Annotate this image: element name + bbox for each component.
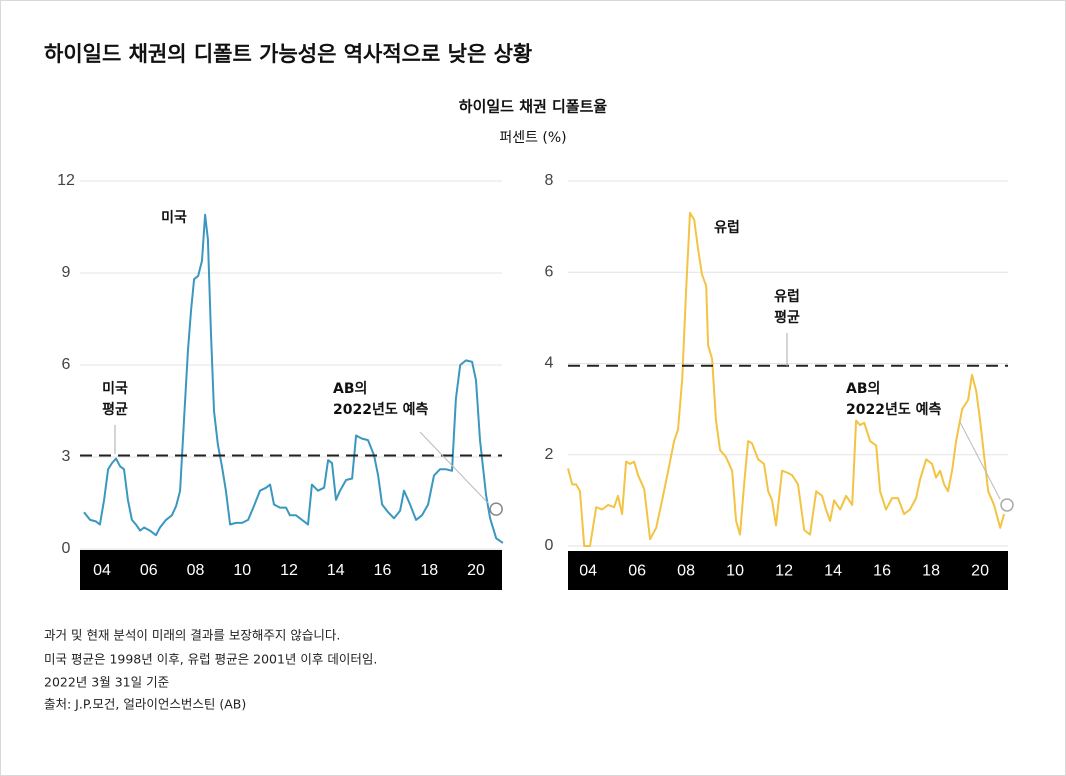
forecast-label: AB의 <box>333 380 367 397</box>
average-label: 유럽 <box>774 289 800 305</box>
forecast-point <box>489 502 503 516</box>
x-tick-label: 06 <box>628 563 646 580</box>
x-tick-label: 10 <box>233 562 251 579</box>
x-tick-label: 18 <box>922 563 940 580</box>
x-tick-label: 14 <box>327 562 345 579</box>
y-tick-label: 8 <box>545 172 554 189</box>
forecast-point <box>1000 498 1014 512</box>
footnote: 2022년 3월 31일 기준 <box>44 675 169 690</box>
x-tick-label: 20 <box>971 563 989 580</box>
x-tick-label: 04 <box>93 562 111 579</box>
footnote: 과거 및 현재 분석이 미래의 결과를 보장해주지 않습니다. <box>44 628 340 643</box>
series-line <box>83 213 504 544</box>
forecast-leader <box>959 421 1001 500</box>
x-tick-label: 16 <box>873 563 891 580</box>
average-label: 평균 <box>102 401 128 418</box>
y-tick-label: 12 <box>57 172 75 189</box>
x-tick-label: 12 <box>775 563 793 580</box>
x-tick-label: 20 <box>467 562 485 579</box>
x-tick-label: 14 <box>824 563 842 580</box>
forecast-label: 2022년도 예측 <box>333 402 428 418</box>
y-tick-label: 0 <box>62 540 71 557</box>
y-tick-label: 3 <box>62 448 71 465</box>
x-tick-label: 04 <box>579 563 597 580</box>
x-tick-label: 06 <box>140 562 158 579</box>
series-label: 미국 <box>161 210 187 226</box>
series-label: 유럽 <box>714 220 740 236</box>
x-tick-label: 08 <box>677 563 695 580</box>
y-tick-label: 0 <box>545 537 554 554</box>
x-tick-label: 18 <box>420 562 438 579</box>
y-tick-label: 4 <box>545 355 554 372</box>
y-tick-label: 6 <box>62 356 71 373</box>
subtitle: 하이일드 채권 디폴트율 <box>459 98 608 116</box>
forecast-label: AB의 <box>846 380 880 397</box>
x-tick-label: 08 <box>187 562 205 579</box>
average-label: 미국 <box>102 381 128 397</box>
title: 하이일드 채권의 디폴트 가능성은 역사적으로 낮은 상황 <box>44 42 532 66</box>
average-label: 평균 <box>774 309 800 326</box>
footnote: 출처: J.P.모건, 얼라이언스번스틴 (AB) <box>44 697 246 712</box>
x-tick-label: 10 <box>726 563 744 580</box>
y-tick-label: 6 <box>545 263 554 280</box>
forecast-label: 2022년도 예측 <box>846 402 941 418</box>
y-tick-label: 2 <box>545 446 554 463</box>
series-line <box>567 211 1006 547</box>
x-axis-band <box>80 550 502 590</box>
forecast-leader <box>419 431 489 504</box>
footnote: 미국 평균은 1998년 이후, 유럽 평균은 2001년 이후 데이터임. <box>44 652 377 667</box>
unit: 퍼센트 (%) <box>499 130 566 146</box>
x-axis-band <box>568 551 1008 590</box>
y-tick-label: 9 <box>62 264 71 281</box>
x-tick-label: 16 <box>374 562 392 579</box>
x-tick-label: 12 <box>280 562 298 579</box>
